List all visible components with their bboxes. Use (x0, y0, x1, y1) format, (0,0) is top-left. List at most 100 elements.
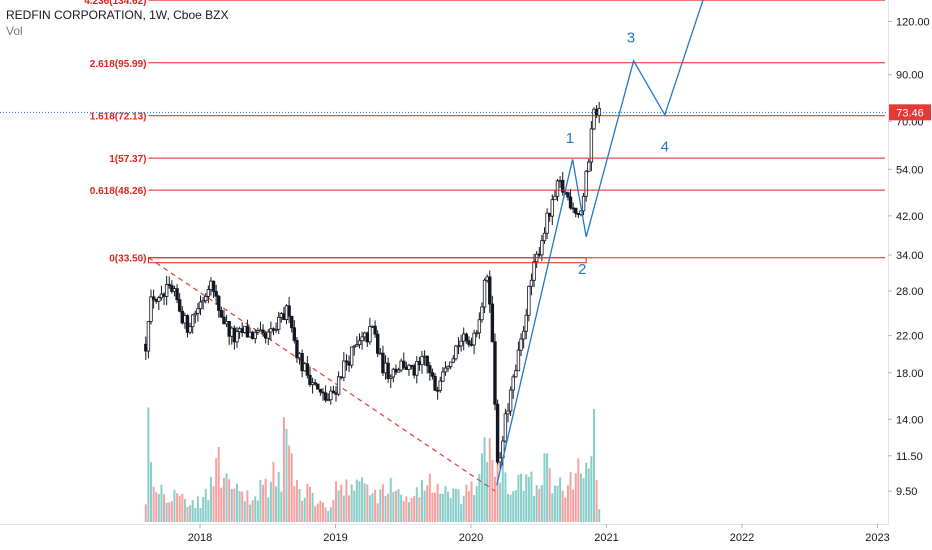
candle-body (149, 296, 153, 322)
volume-bar (168, 502, 171, 522)
volume-bar (441, 493, 444, 522)
volume-bar (522, 490, 525, 522)
volume-bar (556, 485, 559, 522)
time-axis-tick-label: 2021 (594, 532, 618, 544)
candle-body (235, 331, 239, 343)
volume-bar (483, 437, 486, 522)
candle-body (368, 326, 372, 343)
volume-bar (191, 500, 194, 522)
volume-bar (254, 496, 257, 522)
candle-body (459, 340, 463, 347)
volume-bar (434, 492, 437, 522)
volume-bar (538, 488, 541, 522)
volume-bar (415, 487, 418, 522)
candle-body (196, 308, 200, 314)
volume-bar (381, 484, 384, 522)
fib-level-label: 0.618(48.26) (90, 186, 147, 197)
volume-bar (460, 504, 463, 522)
candle-body (407, 364, 411, 370)
candle-body (151, 296, 156, 300)
volume-bar (413, 496, 416, 522)
elliott-wave-label: 4 (661, 139, 669, 156)
volume-bar (220, 487, 223, 522)
candle-body (276, 317, 281, 330)
volume-bar (157, 494, 160, 522)
volume-bar (394, 490, 397, 522)
candle-body (508, 389, 513, 412)
candles-layer (144, 101, 601, 469)
volume-bar (491, 459, 494, 522)
candle-body (318, 388, 323, 393)
elliott-wave-path[interactable] (496, 0, 704, 486)
candle-body (274, 328, 278, 331)
volume-bar (340, 484, 343, 522)
candle-body (482, 279, 487, 308)
volume-bar (457, 489, 460, 522)
volume-bar (217, 446, 220, 522)
volume-bar (233, 488, 236, 522)
candle-body (188, 326, 192, 333)
fib-base-box (148, 257, 587, 264)
elliott-wave-layer[interactable]: 12345 (496, 0, 709, 486)
dashed-trend-line[interactable] (148, 257, 496, 492)
volume-bar (366, 484, 369, 522)
candle-body (550, 199, 554, 217)
candle-body (167, 284, 171, 286)
volume-bar (540, 485, 543, 522)
candle-body (524, 314, 528, 332)
candle-body (454, 345, 458, 360)
volume-bar (579, 473, 582, 522)
price-axis-tick-label: 54.00 (896, 164, 924, 176)
volume-bar (582, 478, 585, 522)
candle-body (566, 192, 570, 198)
candle-body (217, 295, 221, 311)
volume-bar (321, 502, 324, 522)
volume-bar (353, 490, 356, 522)
volume-bar (449, 498, 452, 522)
candle-body (555, 180, 560, 197)
elliott-wave-label: 3 (627, 30, 635, 47)
candle-body (326, 399, 330, 402)
volume-bar (496, 450, 499, 522)
volume-bar (209, 476, 212, 522)
volume-bar (535, 485, 538, 522)
volume-bar (439, 493, 442, 522)
candle-body (177, 299, 182, 312)
candle-body (430, 372, 435, 377)
volume-bar (230, 488, 233, 522)
volume-bar (590, 455, 593, 522)
volume-bar (176, 493, 179, 522)
volume-bar (543, 453, 546, 522)
volume-bar (262, 484, 265, 522)
candle-body (456, 345, 461, 348)
time-axis-tick-label: 2018 (188, 532, 212, 544)
volume-bar (475, 486, 478, 522)
volume-bar (530, 471, 533, 522)
candle-body (441, 371, 445, 382)
volume-bar (564, 497, 567, 522)
price-axis-tick-label: 22.00 (896, 331, 924, 343)
time-axis[interactable]: 2018 2019 2020 2021 2022 2023 (188, 524, 890, 544)
volume-bar (335, 481, 338, 522)
candle-body (373, 325, 377, 335)
symbol-legend-title[interactable]: REDFIN CORPORATION, 1W, Cboe BZX (6, 8, 228, 22)
time-axis-tick-label: 2019 (323, 532, 347, 544)
volume-bar (267, 497, 270, 522)
fibonacci-extension-layer[interactable]: 4.236(134.62) 2.618(95.99) 1.618(72.13) 1(5… (84, 0, 885, 265)
candle-body (342, 360, 346, 378)
volume-bar (384, 495, 387, 522)
candle-body (574, 207, 578, 214)
candle-body (477, 319, 482, 334)
fib-level-label: 0(33.50) (109, 254, 146, 265)
volume-legend-label[interactable]: Vol (6, 24, 23, 38)
volume-bar (371, 493, 374, 522)
last-price-tag[interactable] (889, 104, 931, 121)
candle-body (511, 376, 515, 391)
volume-bar (327, 511, 330, 522)
volume-bar (407, 502, 410, 522)
volume-bar (595, 479, 598, 522)
volume-bar (311, 492, 314, 522)
volume-bar (421, 479, 424, 522)
